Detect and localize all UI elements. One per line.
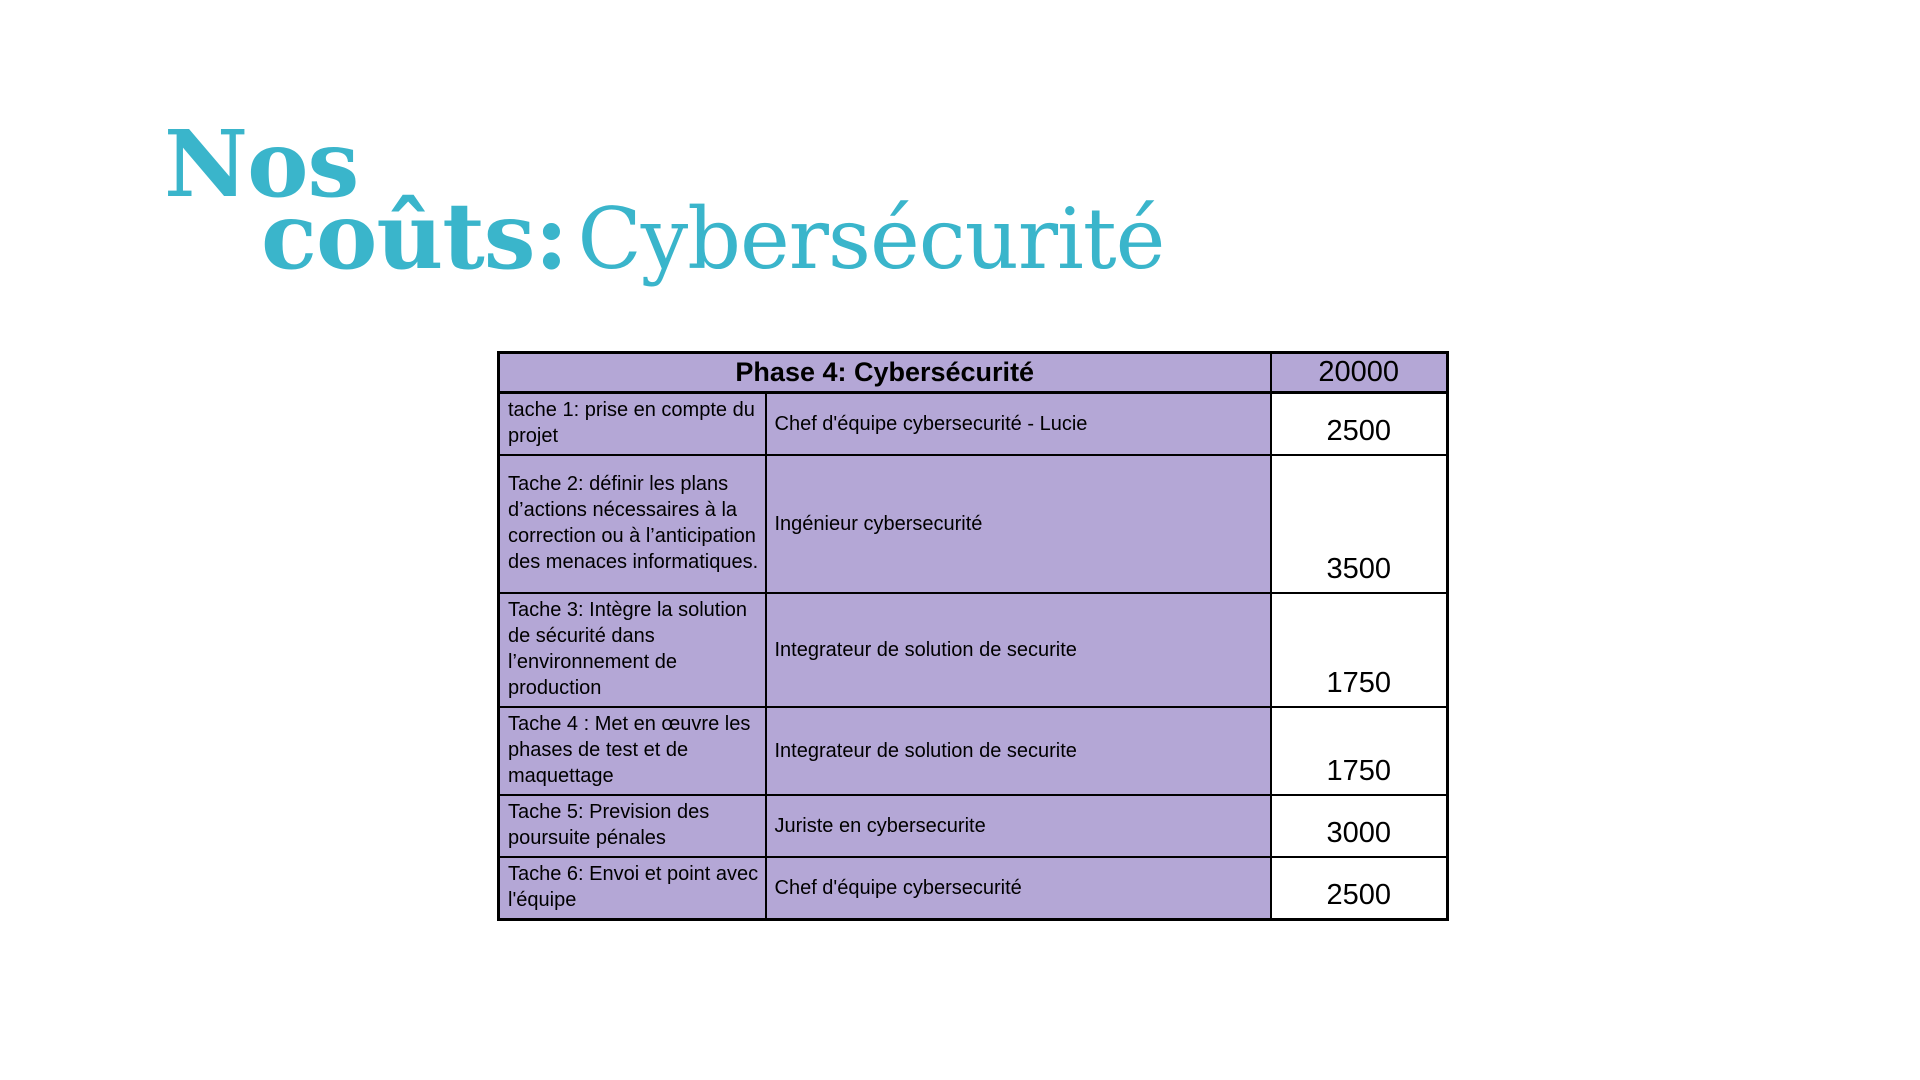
table-header-row: Phase 4: Cybersécurité 20000 <box>497 351 1449 394</box>
task-cell: Tache 6: Envoi et point avec l'équipe <box>497 856 767 921</box>
slide-title: Nos coûts: Cybersécurité <box>164 110 1166 290</box>
cost-cell: 3500 <box>1269 454 1449 594</box>
task-cell: Tache 5: Prevision des poursuite pénales <box>497 794 767 858</box>
role-cell: Ingénieur cybersecurité <box>764 454 1272 594</box>
cost-table: Phase 4: Cybersécurité 20000 tache 1: pr… <box>497 351 1449 921</box>
cost-cell: 1750 <box>1269 592 1449 708</box>
role-cell: Juriste en cybersecurite <box>764 794 1272 858</box>
role-cell: Integrateur de solution de securite <box>764 706 1272 796</box>
cost-cell: 1750 <box>1269 706 1449 796</box>
title-line1: Nos <box>164 110 359 218</box>
table-row: Tache 6: Envoi et point avec l'équipe Ch… <box>497 856 1449 921</box>
role-cell: Integrateur de solution de securite <box>764 592 1272 708</box>
role-cell: Chef d'équipe cybersecurité - Lucie <box>764 391 1272 456</box>
phase-header-cell: Phase 4: Cybersécurité <box>497 351 1272 394</box>
cost-cell: 3000 <box>1269 794 1449 858</box>
task-cell: tache 1: prise en compte du projet <box>497 391 767 456</box>
table-row: Tache 4 : Met en œuvre les phases de tes… <box>497 706 1449 796</box>
title-line2-regular: Cybersécurité <box>577 190 1166 288</box>
task-cell: Tache 3: Intègre la solution de sécurité… <box>497 592 767 708</box>
cost-cell: 2500 <box>1269 391 1449 456</box>
role-cell: Chef d'équipe cybersecurité <box>764 856 1272 921</box>
task-cell: Tache 4 : Met en œuvre les phases de tes… <box>497 706 767 796</box>
title-line2-bold: coûts: <box>261 182 569 290</box>
cost-cell: 2500 <box>1269 856 1449 921</box>
phase-total-cell: 20000 <box>1269 351 1449 394</box>
title-line2: coûts: Cybersécurité <box>261 182 1166 290</box>
table-row: Tache 3: Intègre la solution de sécurité… <box>497 592 1449 708</box>
table-row: tache 1: prise en compte du projet Chef … <box>497 391 1449 456</box>
table-row: Tache 5: Prevision des poursuite pénales… <box>497 794 1449 858</box>
task-cell: Tache 2: définir les plans d’actions néc… <box>497 454 767 594</box>
table-row: Tache 2: définir les plans d’actions néc… <box>497 454 1449 594</box>
